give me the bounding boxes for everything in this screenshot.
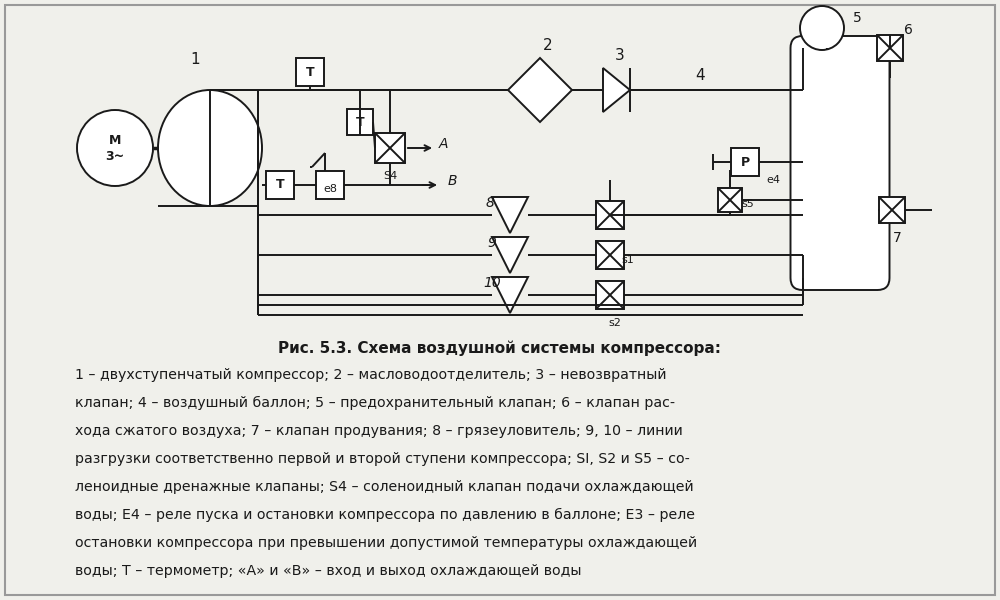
- Text: T: T: [276, 179, 284, 191]
- Text: s2: s2: [609, 318, 621, 328]
- Text: 9: 9: [488, 236, 496, 250]
- Text: 2: 2: [543, 38, 553, 53]
- Text: 1 – двухступенчатый компрессор; 2 – масловодоотделитель; 3 – невозвратный: 1 – двухступенчатый компрессор; 2 – масл…: [75, 368, 666, 382]
- Text: Рис. 5.3. Схема воздушной системы компрессора:: Рис. 5.3. Схема воздушной системы компре…: [278, 340, 722, 355]
- Text: остановки компрессора при превышении допустимой температуры охлаждающей: остановки компрессора при превышении доп…: [75, 536, 697, 550]
- Bar: [879, 197, 905, 223]
- Text: 6: 6: [904, 23, 912, 37]
- Text: s5: s5: [742, 199, 754, 209]
- Polygon shape: [492, 197, 528, 233]
- Text: A: A: [438, 137, 448, 151]
- Text: B: B: [447, 174, 457, 188]
- Circle shape: [800, 6, 844, 50]
- Bar: [718, 188, 742, 212]
- Bar: [375, 133, 405, 163]
- Bar: [347, 109, 373, 135]
- Bar: [877, 35, 903, 61]
- Text: 3: 3: [615, 49, 625, 64]
- Text: 10: 10: [483, 276, 501, 290]
- Bar: [316, 171, 344, 199]
- Bar: [266, 171, 294, 199]
- Text: 1: 1: [190, 52, 200, 67]
- Polygon shape: [603, 68, 630, 112]
- Polygon shape: [492, 237, 528, 273]
- Text: e4: e4: [766, 175, 780, 185]
- Text: 8: 8: [486, 196, 494, 210]
- Text: s1: s1: [622, 255, 634, 265]
- Text: леноидные дренажные клапаны; S4 – соленоидный клапан подачи охлаждающей: леноидные дренажные клапаны; S4 – солено…: [75, 480, 694, 494]
- Ellipse shape: [158, 90, 262, 206]
- Bar: [596, 201, 624, 229]
- Text: воды; E4 – реле пуска и остановки компрессора по давлению в баллоне; E3 – реле: воды; E4 – реле пуска и остановки компре…: [75, 508, 695, 522]
- Text: разгрузки соответственно первой и второй ступени компрессора; SI, S2 и S5 – со-: разгрузки соответственно первой и второй…: [75, 452, 690, 466]
- Text: S4: S4: [383, 171, 397, 181]
- Text: T: T: [356, 115, 364, 128]
- Bar: [596, 281, 624, 309]
- Polygon shape: [492, 277, 528, 313]
- Text: воды; T – термометр; «А» и «В» – вход и выход охлаждающей воды: воды; T – термометр; «А» и «В» – вход и …: [75, 564, 582, 578]
- Text: М: М: [109, 133, 121, 146]
- Polygon shape: [508, 58, 572, 122]
- Text: 4: 4: [695, 67, 705, 82]
- Bar: [596, 241, 624, 269]
- Text: 5: 5: [853, 11, 861, 25]
- Text: e8: e8: [323, 184, 337, 194]
- Text: 3~: 3~: [105, 151, 125, 163]
- Bar: [731, 148, 759, 176]
- FancyBboxPatch shape: [790, 36, 890, 290]
- Text: T: T: [306, 65, 314, 79]
- Text: клапан; 4 – воздушный баллон; 5 – предохранительный клапан; 6 – клапан рас-: клапан; 4 – воздушный баллон; 5 – предох…: [75, 396, 675, 410]
- Text: P: P: [740, 155, 750, 169]
- Text: 7: 7: [893, 231, 901, 245]
- Bar: [296, 58, 324, 86]
- Text: хода сжатого воздуха; 7 – клапан продувания; 8 – грязеуловитель; 9, 10 – линии: хода сжатого воздуха; 7 – клапан продува…: [75, 424, 683, 438]
- Circle shape: [77, 110, 153, 186]
